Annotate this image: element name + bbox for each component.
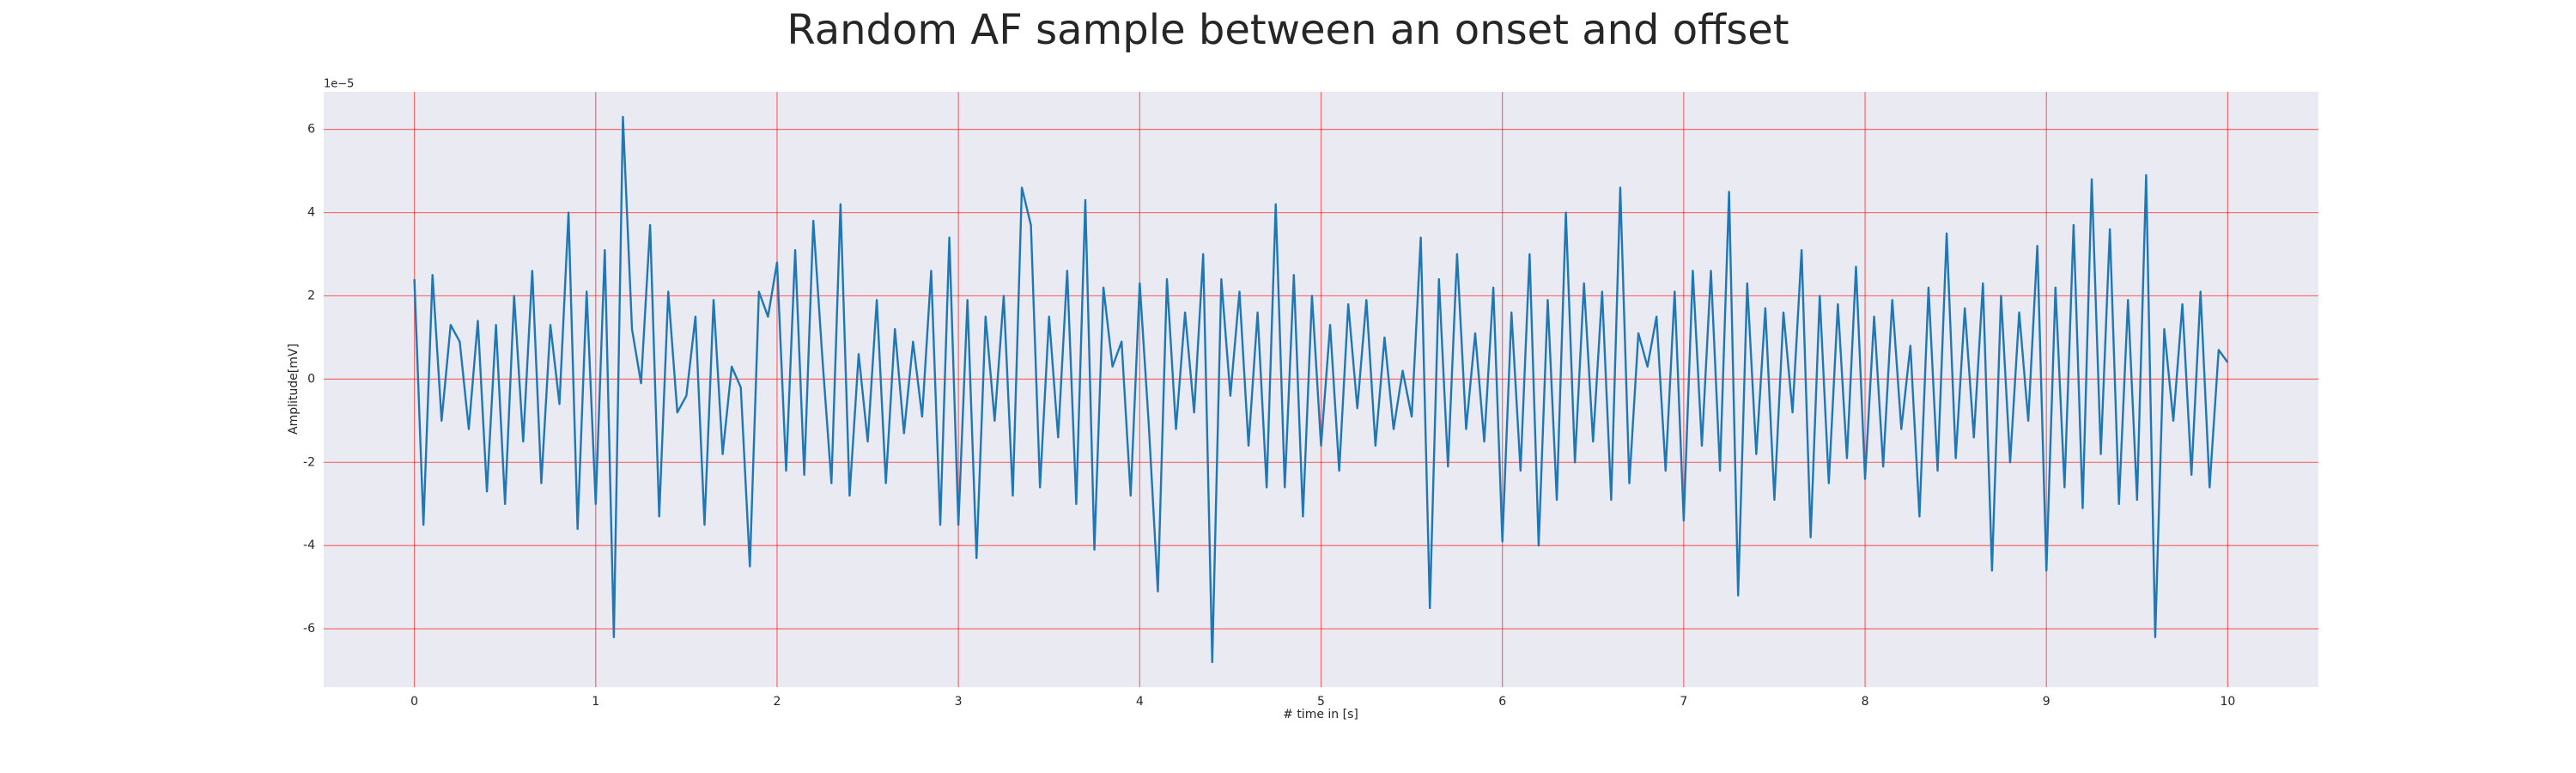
x-tick-label: 10 [2220,695,2235,709]
x-tick-label: 0 [410,695,418,709]
y-tick-label: 2 [307,289,315,302]
x-tick-label: 4 [1136,695,1144,709]
y-axis-label: Amplitude[mV] [287,344,301,435]
y-offset-label: 1e−5 [324,78,354,91]
x-tick-label: 9 [2043,695,2050,709]
y-tick-label: 0 [307,372,315,386]
chart-title: Random AF sample between an onset and of… [787,6,1789,54]
y-tick-label: -2 [303,455,315,469]
x-tick-label: 3 [955,695,963,709]
x-tick-label: 7 [1680,695,1687,709]
x-axis-label: # time in [s] [1283,708,1358,721]
signal-line [413,115,2229,664]
y-tick-label: -6 [303,622,315,636]
y-tick-label: 4 [307,206,315,220]
x-tick-label: 1 [592,695,599,709]
x-tick-label: 5 [1317,695,1325,709]
y-tick-label: 6 [307,123,315,137]
y-tick-label: -4 [303,539,315,552]
x-tick-label: 2 [773,695,781,709]
x-tick-label: 6 [1498,695,1506,709]
x-tick-label: 8 [1862,695,1869,709]
